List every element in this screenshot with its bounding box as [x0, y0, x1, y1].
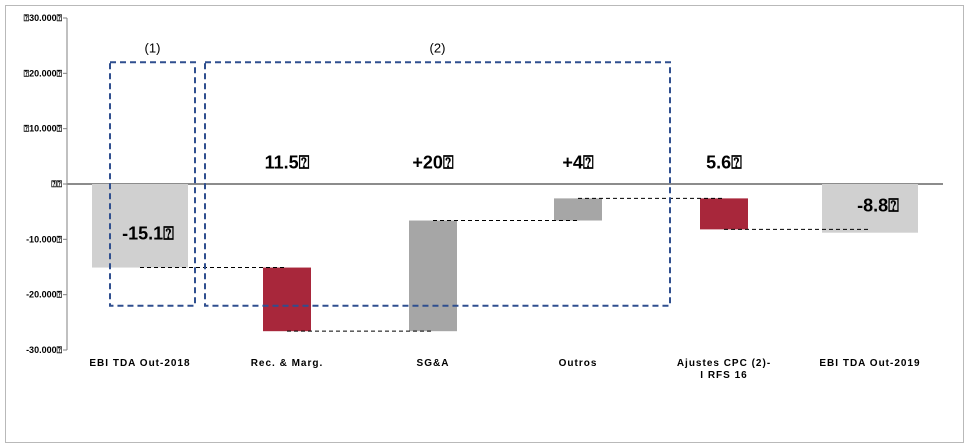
group-label: (2): [430, 40, 446, 55]
value-label: +20⍰: [412, 153, 454, 173]
x-category-label: Ajustes CPC (2)-: [677, 358, 771, 369]
value-label: -8.8⍰: [857, 196, 899, 216]
y-tick-label: -10.000⍰: [26, 234, 63, 244]
value-label: 5.6⍰: [706, 153, 742, 173]
bar-4: [554, 198, 602, 221]
value-label: 11.5⍰: [265, 153, 310, 173]
bar-3: [409, 220, 457, 332]
y-tick-label: -20.000⍰: [26, 290, 63, 300]
group-box: [204, 61, 671, 307]
x-category-label: EBI TDA Out-2019: [819, 358, 920, 369]
x-category-label: Rec. & Marg.: [251, 358, 324, 369]
y-tick-label: -30.000⍰: [26, 345, 63, 355]
y-tick-label: ⍰⍰: [51, 179, 62, 189]
value-label: -15.1⍰: [122, 223, 174, 243]
value-label: +4⍰: [562, 153, 594, 173]
x-category-label: SG&A: [417, 358, 450, 369]
group-box: [109, 61, 196, 307]
chart-frame: [5, 5, 964, 443]
bar-6: [822, 184, 918, 233]
y-tick-label: ⍰10.000⍰: [24, 124, 63, 134]
x-category-label: I RFS 16: [700, 370, 747, 381]
y-tick-label: ⍰30.000⍰: [24, 13, 63, 23]
bar-1: [92, 184, 188, 268]
group-label: (1): [145, 40, 161, 55]
y-tick-label: ⍰20.000⍰: [24, 68, 63, 78]
bar-2: [263, 267, 311, 332]
x-category-label: Outros: [559, 358, 598, 369]
x-category-label: EBI TDA Out-2018: [89, 358, 190, 369]
bar-5: [700, 198, 748, 230]
